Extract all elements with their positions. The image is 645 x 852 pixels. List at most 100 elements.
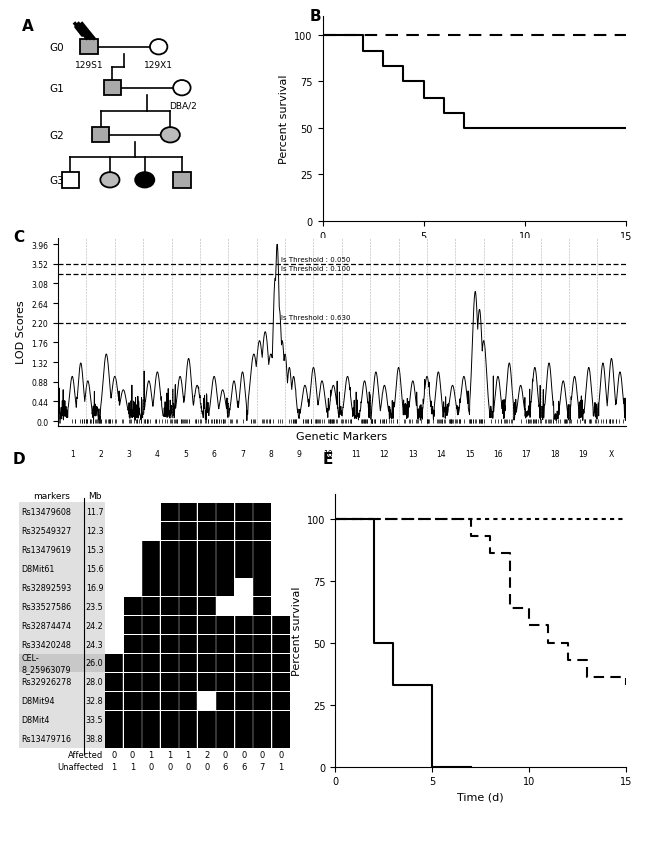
Bar [272, 636, 290, 653]
Text: Rs32874474: Rs32874474 [21, 621, 72, 630]
Bar [142, 597, 160, 616]
Bar [19, 597, 104, 616]
Text: 6: 6 [223, 762, 228, 771]
Bar [253, 692, 272, 710]
Bar [253, 560, 272, 578]
Text: 17: 17 [522, 449, 531, 458]
Text: 0: 0 [260, 750, 265, 759]
Ellipse shape [101, 173, 119, 188]
Bar [179, 711, 197, 728]
Text: 0: 0 [279, 750, 284, 759]
Bar [216, 616, 234, 635]
Bar [235, 636, 253, 653]
Text: Rs32892593: Rs32892593 [21, 584, 72, 592]
Bar [123, 711, 141, 728]
Text: 0: 0 [223, 750, 228, 759]
Bar [235, 616, 253, 635]
Text: 0: 0 [148, 762, 154, 771]
Bar [235, 673, 253, 691]
Text: 1: 1 [279, 762, 284, 771]
Text: 3: 3 [126, 449, 132, 458]
Text: Rs13479608: Rs13479608 [21, 508, 72, 516]
Bar [142, 504, 160, 521]
Bar [235, 729, 253, 748]
Bar [198, 673, 215, 691]
Bar [161, 579, 179, 596]
Text: DBA/2: DBA/2 [169, 101, 197, 111]
Bar [19, 521, 104, 540]
Bar [198, 597, 215, 616]
Text: 0: 0 [186, 762, 191, 771]
Bar [19, 711, 104, 729]
Bar [19, 503, 104, 521]
Bar [216, 636, 234, 653]
Text: 7: 7 [260, 762, 265, 771]
Text: 0: 0 [204, 762, 210, 771]
Bar [105, 560, 123, 578]
Text: C: C [13, 230, 24, 245]
Text: 11: 11 [352, 449, 361, 458]
Bar [123, 636, 141, 653]
Text: 1: 1 [148, 750, 154, 759]
Bar [198, 711, 215, 728]
Bar [179, 654, 197, 672]
X-axis label: Time (d): Time (d) [451, 247, 497, 256]
Bar [272, 504, 290, 521]
Bar [142, 711, 160, 728]
Bar [272, 560, 290, 578]
Text: G0: G0 [50, 43, 64, 53]
Bar [142, 692, 160, 710]
Bar [179, 504, 197, 521]
Bar [216, 673, 234, 691]
Bar [161, 729, 179, 748]
Bar [105, 616, 123, 635]
Text: X: X [609, 449, 614, 458]
Text: Rs33420248: Rs33420248 [21, 640, 72, 649]
Bar [81, 40, 98, 55]
Bar [272, 729, 290, 748]
Bar [235, 560, 253, 578]
Bar [179, 522, 197, 540]
Bar [19, 729, 104, 748]
Bar [142, 673, 160, 691]
Y-axis label: LOD Scores: LOD Scores [15, 301, 26, 364]
Bar [123, 560, 141, 578]
Text: markers: markers [34, 492, 70, 501]
Bar [216, 654, 234, 672]
Bar [179, 729, 197, 748]
Text: ls Threshold : 0.050: ls Threshold : 0.050 [281, 256, 350, 262]
Bar [142, 522, 160, 540]
Bar [161, 597, 179, 616]
Bar [272, 579, 290, 596]
Bar [105, 711, 123, 728]
Text: E: E [322, 452, 333, 467]
Bar [216, 541, 234, 559]
Bar [19, 692, 104, 711]
Text: 9: 9 [297, 449, 302, 458]
Bar [105, 504, 123, 521]
Bar [105, 692, 123, 710]
Bar [253, 504, 272, 521]
Text: 24.2: 24.2 [86, 621, 103, 630]
Bar [253, 673, 272, 691]
Text: G2: G2 [50, 130, 64, 141]
Bar [179, 560, 197, 578]
Bar [179, 673, 197, 691]
Bar [105, 654, 123, 672]
Bar [198, 729, 215, 748]
Bar [253, 729, 272, 748]
Bar [123, 504, 141, 521]
Text: ls Threshold : 0.630: ls Threshold : 0.630 [281, 315, 350, 321]
Ellipse shape [135, 173, 154, 188]
Bar [123, 597, 141, 616]
Text: 129S1: 129S1 [75, 60, 103, 70]
Text: 7: 7 [240, 449, 245, 458]
Bar [198, 541, 215, 559]
Bar [19, 579, 104, 597]
Text: 4: 4 [155, 449, 160, 458]
Text: 11.7: 11.7 [86, 508, 103, 516]
Text: A: A [22, 19, 34, 34]
Text: 32.8: 32.8 [86, 696, 103, 705]
Bar [235, 504, 253, 521]
Bar [198, 654, 215, 672]
